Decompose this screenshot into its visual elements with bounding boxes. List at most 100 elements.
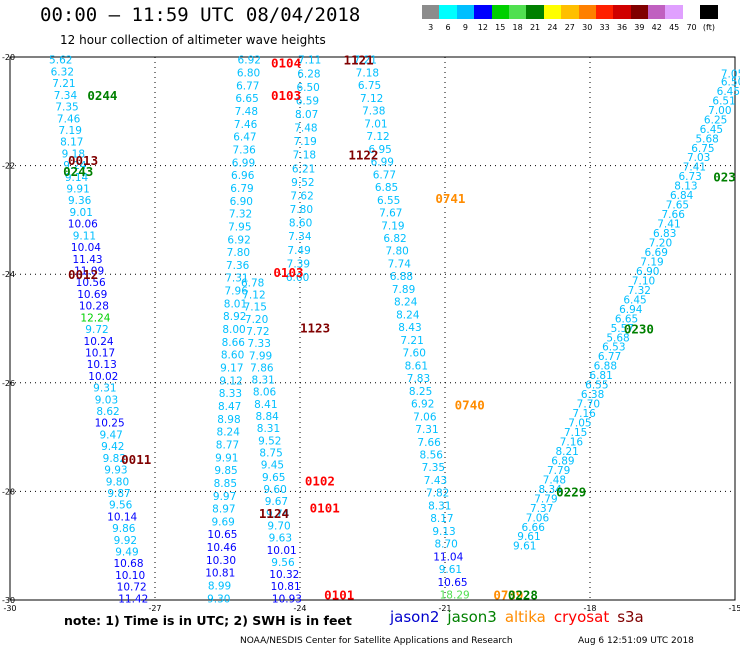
wave-height-value: 7.19 bbox=[640, 256, 663, 268]
wave-height-value: 7.33 bbox=[248, 338, 271, 350]
wave-height-value: 8.41 bbox=[254, 399, 277, 411]
wave-height-value: 6.50 bbox=[296, 82, 319, 94]
wave-height-value: 7.03 bbox=[687, 152, 710, 164]
wave-height-value: 9.24 bbox=[63, 160, 87, 172]
pass-label: 0101 bbox=[310, 501, 340, 516]
wave-height-value: 9.91 bbox=[66, 184, 89, 196]
scale-swatch bbox=[613, 5, 631, 19]
scale-swatch bbox=[700, 5, 718, 19]
wave-height-value: 7.20 bbox=[245, 314, 268, 326]
scale-label: 70 bbox=[686, 23, 697, 32]
pass-label: 0229 bbox=[556, 484, 586, 499]
scale-label: 15 bbox=[495, 23, 506, 32]
wave-height-value: 10.24 bbox=[84, 336, 114, 348]
wave-height-value: 10.04 bbox=[71, 242, 101, 254]
wave-height-value: 10.81 bbox=[205, 568, 235, 580]
wave-height-value: 8.75 bbox=[259, 448, 282, 460]
wave-height-value: 9.82 bbox=[103, 453, 126, 465]
wave-height-value: 7.18 bbox=[356, 67, 379, 79]
scale-label: 18 bbox=[512, 23, 523, 32]
wave-height-value: 6.92 bbox=[411, 399, 434, 411]
pass-label: 1123 bbox=[300, 320, 330, 335]
wave-height-value: 6.28 bbox=[297, 68, 320, 80]
wave-height-value: 8.31 bbox=[428, 500, 451, 512]
wave-height-value: 6.95 bbox=[368, 144, 391, 156]
wave-height-value: 10.65 bbox=[438, 577, 468, 589]
wave-height-value: 10.10 bbox=[115, 570, 145, 582]
wave-height-value: 6.65 bbox=[615, 313, 638, 325]
wave-height-value: 7.65 bbox=[666, 200, 689, 212]
wave-height-value: 6.53 bbox=[602, 342, 625, 354]
wave-height-value: 9.56 bbox=[109, 500, 133, 512]
wave-height-value: 9.61 bbox=[517, 531, 540, 543]
scale-label: 36 bbox=[616, 23, 628, 32]
wave-height-value: 8.01 bbox=[224, 298, 247, 310]
wave-height-value: 7.11 bbox=[298, 55, 321, 67]
scale-cell: 33 bbox=[595, 5, 614, 32]
wave-height-value: 6.21 bbox=[292, 163, 315, 175]
pass-label: 0103 bbox=[273, 265, 303, 280]
wave-height-value: 6.65 bbox=[235, 93, 258, 105]
wave-height-value: 6.73 bbox=[678, 171, 701, 183]
wave-height-value: 8.60 bbox=[289, 218, 312, 230]
wave-height-value: 8.31 bbox=[251, 375, 274, 387]
wave-height-value: 7.19 bbox=[293, 136, 316, 148]
wave-height-value: 7.48 bbox=[294, 123, 317, 135]
wave-height-value: 6.77 bbox=[373, 169, 396, 181]
scale-swatch bbox=[491, 5, 509, 19]
wave-height-value: 7.12 bbox=[242, 289, 265, 301]
wave-height-value: 9.36 bbox=[68, 195, 92, 207]
x-tick-label: -30 bbox=[3, 604, 16, 613]
wave-height-value: 8.62 bbox=[96, 406, 119, 418]
scale-label: 3 bbox=[428, 23, 434, 32]
wave-height-value: 8.43 bbox=[398, 322, 421, 334]
wave-height-value: 6.25 bbox=[704, 114, 727, 126]
scale-label: 30 bbox=[582, 23, 593, 32]
wave-height-value: 7.34 bbox=[288, 231, 312, 243]
wave-height-value: 6.66 bbox=[522, 522, 546, 534]
pass-label: 0102 bbox=[305, 474, 335, 489]
wave-height-value: 7.79 bbox=[534, 493, 557, 505]
wave-height-value: 7.19 bbox=[59, 125, 82, 137]
scale-cell: 30 bbox=[578, 5, 596, 32]
scale-swatch bbox=[630, 5, 649, 19]
wave-height-value: 9.97 bbox=[213, 491, 236, 503]
wave-height-value: 7.67 bbox=[379, 208, 402, 220]
scale-cell: 15 bbox=[491, 5, 509, 32]
mission-jason2: jason2 bbox=[390, 608, 440, 626]
wave-height-value: 5.68 bbox=[606, 332, 629, 344]
scale-cell: 3 bbox=[422, 5, 440, 32]
footnote: note: 1) Time is in UTC; 2) SWH is in fe… bbox=[64, 613, 352, 628]
scale-cell: 70 bbox=[682, 5, 701, 32]
wave-height-value: 9.45 bbox=[261, 460, 284, 472]
scale-swatch bbox=[526, 5, 544, 19]
wave-height-value: 7.79 bbox=[547, 465, 570, 477]
wave-height-value: 8.92 bbox=[223, 311, 246, 323]
wave-height-value: 6.99 bbox=[371, 157, 394, 169]
wave-height-value: 9.93 bbox=[104, 465, 127, 477]
wave-height-value: 8.13 bbox=[674, 181, 697, 193]
scale-cell: 18 bbox=[508, 5, 527, 32]
pass-label: 0741 bbox=[435, 191, 465, 206]
wave-height-value: 6.90 bbox=[230, 196, 253, 208]
wave-height-value: 9.01 bbox=[70, 207, 93, 219]
scale-swatch bbox=[543, 5, 562, 19]
wave-height-value: 6.45 bbox=[623, 294, 646, 306]
wave-height-value: 7.05 bbox=[721, 68, 740, 80]
wave-height-value: 6.55 bbox=[377, 195, 400, 207]
wave-height-value: 9.17 bbox=[220, 363, 243, 375]
wave-height-value: 6.84 bbox=[670, 190, 694, 202]
wave-height-value: 7.96 bbox=[225, 286, 249, 298]
wave-height-value: 9.03 bbox=[95, 394, 118, 406]
wave-height-value: 9.14 bbox=[65, 172, 89, 184]
wave-height-value: 5.62 bbox=[49, 55, 72, 67]
wave-height-value: 6.75 bbox=[691, 143, 714, 155]
wave-height-value: 9.86 bbox=[112, 523, 136, 535]
wave-height-value: 8.66 bbox=[222, 337, 246, 349]
wave-height-value: 6.81 bbox=[589, 370, 612, 382]
wave-height-value: 8.31 bbox=[257, 423, 280, 435]
wave-height-value: 6.92 bbox=[227, 234, 250, 246]
wave-height-value: 7.35 bbox=[55, 102, 78, 114]
wave-height-value: 6.77 bbox=[598, 351, 621, 363]
scale-cell: 45 bbox=[665, 5, 683, 32]
